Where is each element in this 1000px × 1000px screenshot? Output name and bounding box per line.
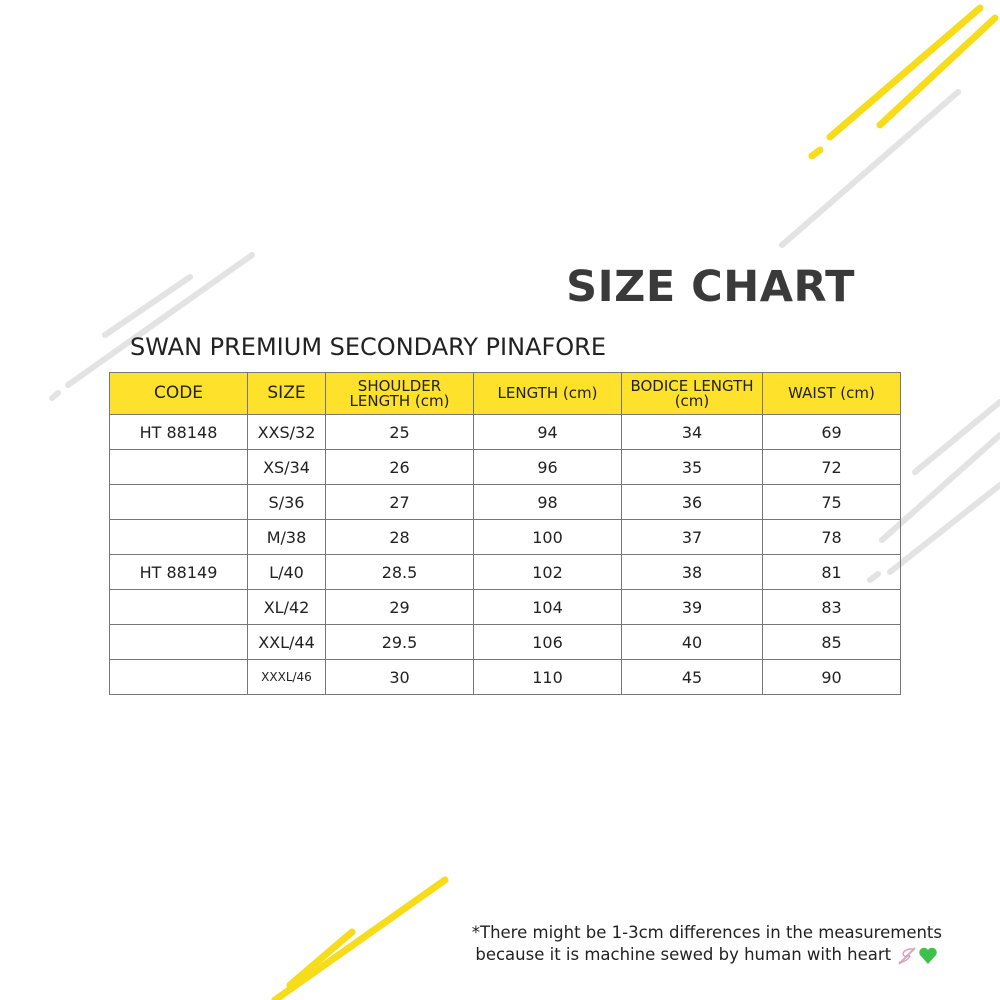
cell-bodice: 45	[621, 659, 763, 695]
cell-size: M/38	[247, 519, 326, 555]
note-line-2: because it is machine sewed by human wit…	[475, 945, 892, 964]
sewing-needle-icon	[898, 946, 917, 965]
header-code: CODE	[109, 372, 248, 415]
cell-size: XS/34	[247, 449, 326, 485]
header-size: SIZE	[247, 372, 326, 415]
table-row: HT 88149 L/40 28.5 102 38 81	[109, 554, 901, 590]
cell-waist: 81	[762, 554, 901, 590]
cell-shoulder: 30	[325, 659, 474, 695]
cell-waist: 69	[762, 414, 901, 450]
table-row: XXL/44 29.5 106 40 85	[109, 624, 901, 660]
cell-shoulder: 28.5	[325, 554, 474, 590]
cell-length: 106	[473, 624, 622, 660]
cell-length: 96	[473, 449, 622, 485]
cell-waist: 75	[762, 484, 901, 520]
cell-waist: 85	[762, 624, 901, 660]
cell-waist: 72	[762, 449, 901, 485]
cell-bodice: 37	[621, 519, 763, 555]
cell-code	[109, 484, 248, 520]
cell-size: XXXL/46	[247, 659, 326, 695]
note-line-1: *There might be 1-3cm differences in the…	[471, 923, 942, 942]
table-row: M/38 28 100 37 78	[109, 519, 901, 555]
cell-size: S/36	[247, 484, 326, 520]
cell-length: 100	[473, 519, 622, 555]
cell-waist: 90	[762, 659, 901, 695]
cell-shoulder: 29.5	[325, 624, 474, 660]
header-shoulder: SHOULDER LENGTH (cm)	[325, 372, 474, 415]
cell-size: XXS/32	[247, 414, 326, 450]
table-header-row: CODE SIZE SHOULDER LENGTH (cm) LENGTH (c…	[109, 372, 901, 415]
cell-code	[109, 624, 248, 660]
cell-bodice: 39	[621, 589, 763, 625]
cell-bodice: 40	[621, 624, 763, 660]
size-table: CODE SIZE SHOULDER LENGTH (cm) LENGTH (c…	[109, 372, 901, 695]
cell-code	[109, 659, 248, 695]
header-waist: WAIST (cm)	[762, 372, 901, 415]
page-title: SIZE CHART	[566, 262, 855, 312]
cell-bodice: 34	[621, 414, 763, 450]
cell-shoulder: 27	[325, 484, 474, 520]
cell-shoulder: 26	[325, 449, 474, 485]
cell-code	[109, 589, 248, 625]
cell-code: HT 88148	[109, 414, 248, 450]
cell-size: XL/42	[247, 589, 326, 625]
cell-waist: 83	[762, 589, 901, 625]
cell-size: XXL/44	[247, 624, 326, 660]
table-row: HT 88148 XXS/32 25 94 34 69	[109, 414, 901, 450]
cell-length: 98	[473, 484, 622, 520]
cell-shoulder: 25	[325, 414, 474, 450]
cell-code	[109, 449, 248, 485]
green-heart-icon	[919, 947, 938, 964]
header-length: LENGTH (cm)	[473, 372, 622, 415]
product-name: SWAN PREMIUM SECONDARY PINAFORE	[130, 333, 607, 361]
cell-bodice: 38	[621, 554, 763, 590]
cell-shoulder: 29	[325, 589, 474, 625]
cell-shoulder: 28	[325, 519, 474, 555]
cell-length: 94	[473, 414, 622, 450]
measurement-note: *There might be 1-3cm differences in the…	[472, 922, 942, 966]
cell-length: 110	[473, 659, 622, 695]
cell-code: HT 88149	[109, 554, 248, 590]
table-row: XS/34 26 96 35 72	[109, 449, 901, 485]
cell-code	[109, 519, 248, 555]
header-bodice: BODICE LENGTH (cm)	[621, 372, 763, 415]
table-row: XL/42 29 104 39 83	[109, 589, 901, 625]
cell-length: 104	[473, 589, 622, 625]
cell-length: 102	[473, 554, 622, 590]
cell-waist: 78	[762, 519, 901, 555]
table-row: XXXL/46 30 110 45 90	[109, 659, 901, 695]
cell-bodice: 36	[621, 484, 763, 520]
table-row: S/36 27 98 36 75	[109, 484, 901, 520]
cell-size: L/40	[247, 554, 326, 590]
cell-bodice: 35	[621, 449, 763, 485]
